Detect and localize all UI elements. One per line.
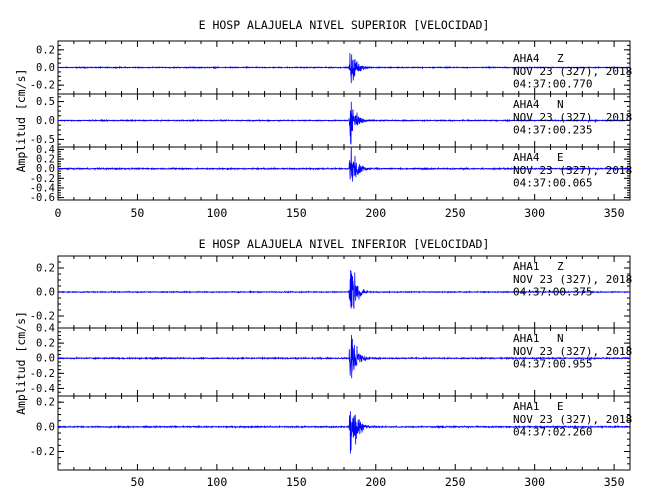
y-axis-label: Amplitud [cm/s] — [14, 311, 28, 415]
x-tick-label: 300 — [524, 475, 545, 489]
seismic-trace — [58, 411, 630, 454]
y-tick-label: 0.0 — [36, 287, 55, 299]
component-label: E — [557, 151, 564, 164]
y-tick-label: 0.4 — [36, 323, 55, 335]
x-tick-label: 300 — [524, 206, 545, 220]
y-tick-label: 0.5 — [36, 96, 55, 108]
y-tick-label: 0.2 — [36, 154, 55, 166]
y-tick-label: -0.6 — [30, 192, 55, 204]
x-tick-label: 250 — [445, 206, 466, 220]
y-tick-label: -0.4 — [30, 383, 55, 395]
time-label: 04:37:00.065 — [513, 177, 592, 190]
y-tick-label: 0.2 — [36, 397, 55, 409]
chart-1: E HOSP ALAJUELA NIVEL SUPERIOR [VELOCIDA… — [14, 18, 632, 220]
chart-title: E HOSP ALAJUELA NIVEL INFERIOR [VELOCIDA… — [199, 237, 490, 251]
x-tick-label: 0 — [55, 206, 62, 220]
component-label: N — [557, 332, 564, 345]
date-label: NOV 23 (327), 2018 — [513, 164, 632, 177]
time-label: 04:37:00.770 — [513, 78, 592, 91]
y-tick-label: 0.2 — [36, 263, 55, 275]
y-tick-label: 0.0 — [36, 62, 55, 74]
y-tick-label: 0.2 — [36, 44, 55, 56]
x-tick-label: 150 — [286, 206, 307, 220]
y-tick-label: -0.2 — [30, 173, 55, 185]
y-tick-label: -0.2 — [30, 368, 55, 380]
y-tick-label: 0.4 — [36, 144, 55, 156]
y-tick-label: 0.0 — [36, 421, 55, 433]
x-tick-label: 50 — [131, 206, 145, 220]
component-label: N — [557, 98, 564, 111]
x-tick-label: 350 — [604, 206, 625, 220]
seismic-trace — [58, 147, 630, 182]
time-label: 04:37:00.235 — [513, 124, 592, 137]
y-tick-label: -0.2 — [30, 311, 55, 323]
y-tick-label: -0.2 — [30, 446, 55, 458]
chart-2: E HOSP ALAJUELA NIVEL INFERIOR [VELOCIDA… — [14, 237, 632, 489]
y-tick-label: -0.5 — [30, 134, 55, 146]
date-label: NOV 23 (327), 2018 — [513, 111, 632, 124]
station-label: AHA4 — [513, 151, 540, 164]
date-label: NOV 23 (327), 2018 — [513, 413, 632, 426]
station-label: AHA1 — [513, 400, 540, 413]
component-label: Z — [557, 260, 564, 273]
component-label: E — [557, 400, 564, 413]
x-tick-label: 100 — [206, 475, 227, 489]
date-label: NOV 23 (327), 2018 — [513, 273, 632, 286]
y-tick-label: -0.4 — [30, 182, 55, 194]
station-label: AHA1 — [513, 260, 540, 273]
station-label: AHA1 — [513, 332, 540, 345]
time-label: 04:37:00.955 — [513, 358, 592, 371]
x-tick-label: 200 — [365, 206, 386, 220]
y-tick-label: 0.0 — [36, 115, 55, 127]
y-tick-label: 0.0 — [36, 163, 55, 175]
x-tick-label: 200 — [365, 475, 386, 489]
x-tick-label: 250 — [445, 475, 466, 489]
station-label: AHA4 — [513, 52, 540, 65]
seismic-trace — [58, 334, 630, 379]
seismic-trace — [58, 270, 630, 310]
x-tick-label: 50 — [131, 475, 145, 489]
seismic-trace — [58, 53, 630, 84]
time-label: 04:37:00.375 — [513, 286, 592, 299]
seismic-trace — [58, 101, 630, 145]
x-tick-label: 100 — [206, 206, 227, 220]
x-tick-label: 350 — [604, 475, 625, 489]
y-axis-label: Amplitud [cm/s] — [14, 69, 28, 173]
y-tick-label: 0.0 — [36, 353, 55, 365]
time-label: 04:37:02.260 — [513, 426, 592, 439]
x-tick-label: 150 — [286, 475, 307, 489]
station-label: AHA4 — [513, 98, 540, 111]
y-tick-label: 0.2 — [36, 338, 55, 350]
date-label: NOV 23 (327), 2018 — [513, 345, 632, 358]
date-label: NOV 23 (327), 2018 — [513, 65, 632, 78]
y-tick-label: -0.2 — [30, 80, 55, 92]
chart-title: E HOSP ALAJUELA NIVEL SUPERIOR [VELOCIDA… — [199, 18, 490, 32]
component-label: Z — [557, 52, 564, 65]
